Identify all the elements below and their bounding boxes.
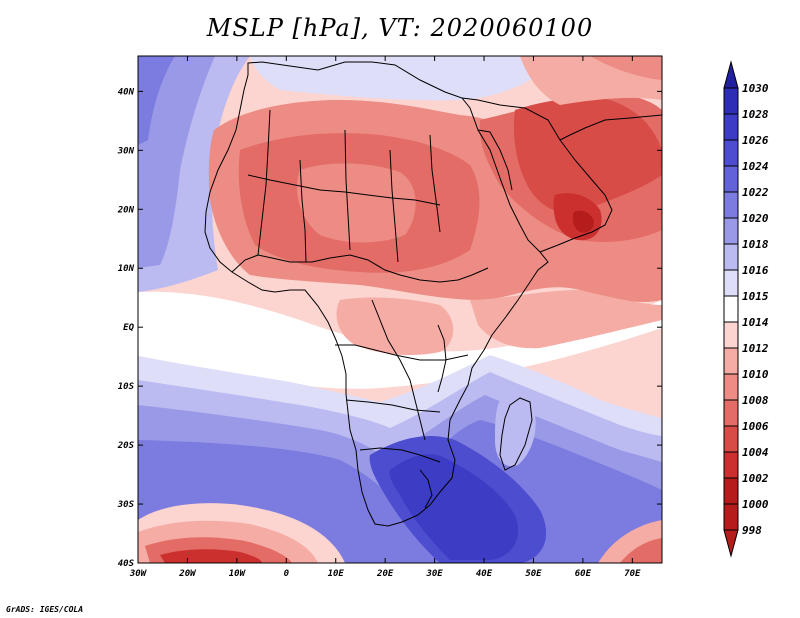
longitude-ticks: 30W 20W 10W 0 10E 20E 30E 40E 50E 60E 70E: [129, 56, 641, 579]
lon-tick-label: 20E: [376, 569, 394, 579]
page-title: MSLP [hPa], VT: 2020060100: [206, 14, 594, 42]
colorbar-level-label: 1014: [742, 316, 769, 329]
colorbar-swatch: [723, 477, 739, 505]
colorbar-swatch: [723, 399, 739, 427]
colorbar-level-label: 1010: [742, 368, 769, 381]
colorbar-swatch: [723, 191, 739, 219]
lon-tick-label: 30W: [129, 569, 148, 579]
colorbar-swatch: [723, 113, 739, 141]
colorbar-swatch: [723, 503, 739, 531]
lat-tick-label: 40S: [118, 559, 135, 569]
colorbar-swatch: [723, 321, 739, 349]
lat-tick-label: 40N: [118, 87, 135, 97]
colorbar-level-label: 1018: [742, 238, 769, 251]
latitude-ticks: 40N 30N 20N 10N EQ 10S 20S 30S 40S: [117, 87, 662, 569]
colorbar-level-label: 1006: [742, 420, 769, 433]
colorbar-bottom-triangle: [723, 529, 739, 558]
lon-tick-label: 40E: [476, 569, 493, 579]
colorbar-swatch: [723, 87, 739, 115]
colorbar-legend: 1030 1028 1026 1024 1022 1020 1018 1016 1015 1014…: [723, 60, 769, 558]
lon-tick-label: 50E: [525, 569, 542, 579]
lat-tick-label: 20S: [117, 441, 135, 451]
lon-tick-label: 0: [284, 569, 290, 579]
lon-tick-label: 20W: [178, 569, 197, 579]
lon-tick-label: 30E: [425, 569, 443, 579]
colorbar-level-label: 1022: [742, 186, 769, 199]
colorbar-level-label: 1016: [742, 264, 769, 277]
lat-tick-label: 30S: [117, 500, 135, 510]
colorbar-level-label: 1024: [742, 160, 769, 173]
colorbar-top-triangle: [723, 60, 739, 89]
coastlines: [204, 61, 662, 527]
colorbar-level-label: 1020: [742, 212, 769, 225]
colorbar-level-label: 1000: [742, 498, 769, 511]
colorbar-swatch: [723, 295, 739, 323]
colorbar-level-label: 998: [742, 524, 762, 537]
lon-tick-label: 70E: [624, 569, 641, 579]
lat-tick-label: 20N: [117, 205, 135, 215]
lon-tick-label: 60E: [575, 569, 592, 579]
colorbar-level-label: 1026: [742, 134, 769, 147]
lat-tick-label: EQ: [123, 323, 134, 333]
colorbar-swatch: [723, 425, 739, 453]
colorbar-swatch: [723, 217, 739, 245]
colorbar-level-label: 1004: [742, 446, 769, 459]
colorbar-level-label: 1030: [742, 82, 769, 95]
colorbar-level-label: 1008: [742, 394, 769, 407]
lat-tick-label: 10N: [118, 264, 135, 274]
colorbar-level-label: 1015: [742, 290, 769, 303]
grads-credit: GrADS: IGES/COLA: [6, 605, 84, 614]
lon-tick-label: 10W: [229, 569, 247, 579]
colorbar-swatch: [723, 269, 739, 297]
lat-tick-label: 30N: [117, 146, 135, 156]
colorbar-level-label: 1012: [742, 342, 769, 355]
colorbar-level-label: 1028: [742, 108, 769, 121]
map-frame: [137, 55, 663, 564]
colorbar-swatch: [723, 243, 739, 271]
colorbar-swatch: [723, 347, 739, 375]
map-field: [138, 56, 662, 563]
lon-tick-label: 10E: [328, 569, 345, 579]
colorbar-swatch: [723, 139, 739, 167]
colorbar-swatch: [723, 165, 739, 193]
colorbar-swatch: [723, 451, 739, 479]
colorbar-swatch: [723, 373, 739, 401]
lat-tick-label: 10S: [118, 382, 135, 392]
colorbar-level-label: 1002: [742, 472, 769, 485]
